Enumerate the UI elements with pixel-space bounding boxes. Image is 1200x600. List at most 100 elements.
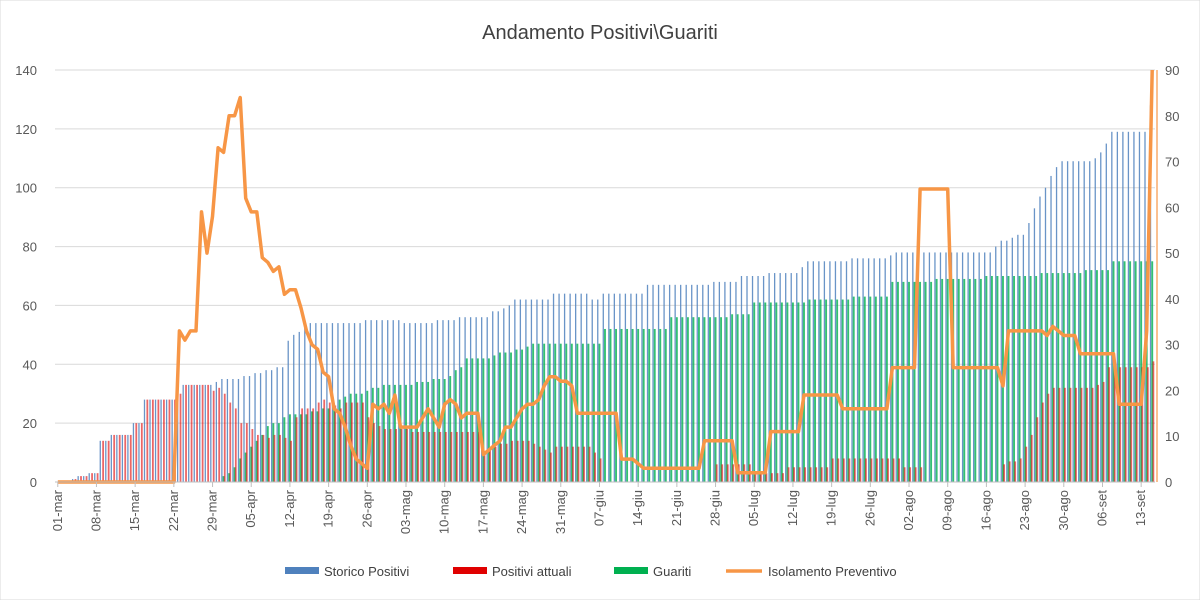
legend-item-guariti[interactable]: Guariti — [614, 564, 691, 579]
bar-positivi-attuali — [483, 452, 486, 482]
bar-storico-positivi — [1111, 131, 1113, 483]
bar-positivi-attuali — [848, 458, 851, 482]
bar-guariti — [277, 423, 280, 482]
bar-storico-positivi — [558, 293, 560, 482]
bar-storico-positivi — [652, 284, 654, 482]
bar-storico-positivi — [1022, 234, 1025, 482]
bar-guariti — [393, 384, 396, 482]
bar-positivi-attuali — [881, 458, 884, 482]
bar-storico-positivi — [121, 434, 124, 482]
bar-guariti — [454, 370, 457, 482]
bar-guariti — [913, 281, 916, 482]
bar-guariti — [1051, 273, 1054, 482]
bar-guariti — [731, 314, 734, 482]
bar-guariti — [261, 434, 264, 482]
y-left-tick-label: 20 — [23, 416, 37, 431]
bar-storico-positivi — [387, 320, 389, 482]
bar-storico-positivi — [1089, 161, 1091, 482]
y-right-tick-label: 70 — [1165, 155, 1179, 170]
legend-item-storico-positivi[interactable]: Storico Positivi — [285, 564, 409, 579]
bar-guariti — [305, 414, 308, 482]
bar-storico-positivi — [99, 440, 101, 482]
bar-positivi-attuali — [1041, 402, 1044, 482]
bar-storico-positivi — [646, 284, 649, 482]
bar-positivi-attuali — [815, 467, 818, 482]
bar-storico-positivi — [309, 323, 311, 482]
x-tick-label: 29-mar — [205, 489, 220, 531]
bar-positivi-attuali — [96, 473, 99, 482]
bar-guariti — [703, 317, 706, 482]
bar-positivi-attuali — [85, 476, 88, 482]
bar-storico-positivi — [337, 323, 339, 482]
bar-guariti — [471, 358, 474, 482]
bar-storico-positivi — [1055, 167, 1058, 482]
bar-storico-positivi — [845, 261, 848, 482]
bar-guariti — [228, 473, 231, 482]
bar-guariti — [316, 411, 319, 482]
bar-storico-positivi — [464, 317, 466, 482]
bar-storico-positivi — [1028, 223, 1030, 482]
bar-positivi-attuali — [588, 446, 591, 482]
bar-positivi-attuali — [268, 437, 270, 482]
bar-storico-positivi — [376, 320, 378, 482]
bar-positivi-attuali — [1019, 458, 1022, 482]
bar-storico-positivi — [425, 323, 428, 482]
bar-positivi-attuali — [583, 446, 585, 482]
bar-positivi-attuali — [91, 473, 93, 482]
bar-positivi-attuali — [787, 467, 790, 482]
bar-storico-positivi — [674, 284, 676, 482]
bar-positivi-attuali — [726, 464, 729, 482]
y-right-tick-label: 0 — [1165, 475, 1172, 490]
x-tick-label: 01-mar — [50, 489, 65, 531]
bar-positivi-attuali — [422, 431, 425, 482]
bar-storico-positivi — [315, 323, 317, 482]
bar-storico-positivi — [746, 276, 748, 482]
bar-storico-positivi — [1116, 131, 1119, 483]
bar-storico-positivi — [851, 258, 853, 482]
bar-positivi-attuali — [842, 458, 845, 482]
bar-storico-positivi — [1144, 131, 1146, 483]
bar-guariti — [1112, 261, 1115, 482]
bar-storico-positivi — [713, 281, 715, 482]
x-tick-label: 26-apr — [359, 489, 374, 527]
bar-positivi-attuali — [262, 434, 265, 482]
bar-guariti — [377, 387, 380, 482]
bar-positivi-attuali — [339, 408, 342, 482]
x-tick-label: 23-ago — [1017, 490, 1032, 530]
bar-storico-positivi — [514, 299, 516, 482]
bar-guariti — [366, 390, 369, 482]
bar-guariti — [1073, 273, 1076, 482]
bar-storico-positivi — [757, 276, 759, 482]
bar-guariti — [272, 423, 275, 482]
bar-guariti — [675, 317, 678, 482]
legend-item-positivi-attuali[interactable]: Positivi attuali — [453, 564, 572, 579]
bar-guariti — [532, 343, 535, 482]
bar-storico-positivi — [204, 384, 206, 482]
bar-positivi-attuali — [522, 440, 525, 482]
bar-guariti — [1134, 261, 1137, 482]
bar-storico-positivi — [812, 261, 814, 482]
bar-guariti — [266, 426, 269, 482]
bar-positivi-attuali — [489, 449, 491, 482]
bar-guariti — [1145, 261, 1148, 482]
bar-storico-positivi — [431, 323, 433, 482]
bar-guariti — [709, 317, 711, 482]
legend-item-isolamento[interactable]: Isolamento Preventivo — [726, 564, 897, 579]
x-tick-label: 12-apr — [282, 489, 297, 527]
bar-guariti — [1129, 261, 1132, 482]
y-right-tick-label: 10 — [1165, 429, 1179, 444]
bar-guariti — [421, 381, 424, 482]
x-tick-label: 02-ago — [901, 490, 916, 530]
bar-storico-positivi — [1033, 208, 1036, 483]
y-right-tick-label: 30 — [1165, 338, 1179, 353]
bar-storico-positivi — [862, 258, 864, 482]
bar-storico-positivi — [171, 399, 173, 482]
bar-positivi-attuali — [256, 434, 259, 482]
bar-positivi-attuali — [1086, 387, 1088, 482]
bar-positivi-attuali — [782, 473, 784, 482]
bar-guariti — [990, 276, 993, 482]
bar-guariti — [791, 302, 794, 482]
bar-positivi-attuali — [317, 402, 320, 482]
legend-label-guariti: Guariti — [653, 564, 691, 579]
bar-storico-positivi — [348, 323, 350, 482]
